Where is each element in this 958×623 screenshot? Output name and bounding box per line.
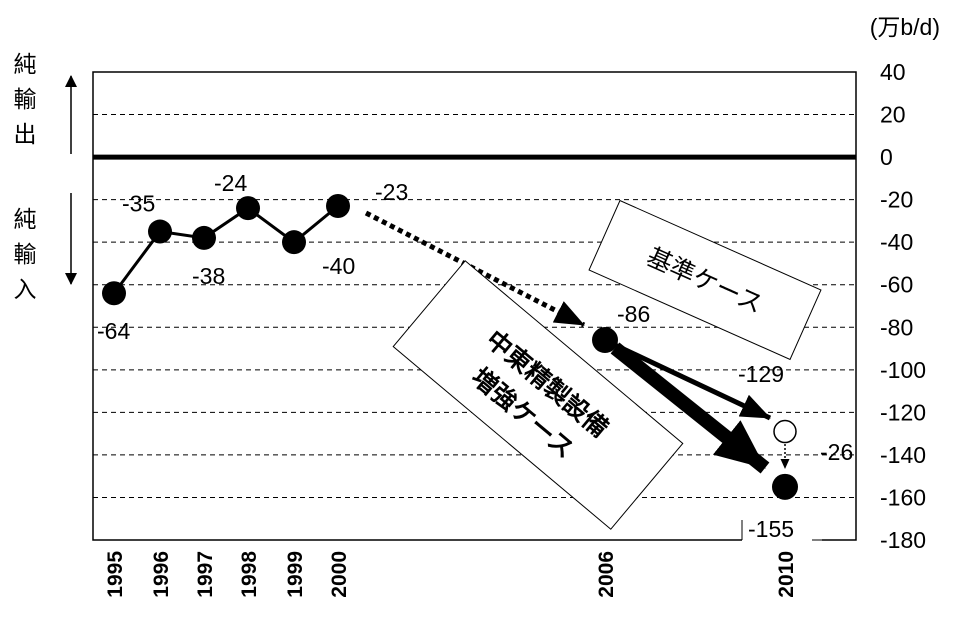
x-tick-label: 2000 <box>328 551 351 598</box>
data-point <box>326 194 350 219</box>
data-label: -40 <box>322 253 355 279</box>
data-label: -64 <box>97 318 130 344</box>
side-label-import-char: 純 <box>14 206 37 232</box>
data-point <box>192 225 216 250</box>
data-point <box>236 196 260 221</box>
side-label-export-char: 出 <box>14 121 37 147</box>
data-point <box>148 219 172 244</box>
side-label-export-char: 純 <box>14 51 37 77</box>
y-tick-label: -40 <box>880 229 913 255</box>
y-tick-label: 40 <box>880 59 906 85</box>
side-label-import-char: 入 <box>14 276 37 302</box>
y-tick-label: -20 <box>880 187 913 213</box>
y-tick-label: -60 <box>880 272 913 298</box>
data-label: -129 <box>738 361 784 387</box>
side-label-export-char: 輸 <box>14 86 37 112</box>
data-label: -86 <box>617 301 650 327</box>
series-line-historical <box>112 204 339 295</box>
y-tick-label: 20 <box>880 102 906 128</box>
data-label: -23 <box>375 179 408 205</box>
data-label: -155 <box>748 516 794 542</box>
annotation-label: -26 <box>820 439 853 465</box>
y-tick-label: -180 <box>880 527 926 553</box>
enhanced-case-arrow <box>610 342 770 474</box>
data-label: -38 <box>192 263 225 289</box>
x-tick-label: 1996 <box>150 551 173 598</box>
base-case-box: 基準ケース <box>588 199 822 361</box>
x-tick-label: 1997 <box>194 551 217 598</box>
data-point-open <box>773 419 797 444</box>
data-label: -35 <box>122 191 155 217</box>
y-tick-label: -140 <box>880 442 926 468</box>
data-point <box>772 473 798 500</box>
label-bg <box>742 518 822 548</box>
data-label: -24 <box>214 170 247 196</box>
y-tick-label: -80 <box>880 314 913 340</box>
plot-frame <box>92 71 857 541</box>
y-tick-label: -100 <box>880 357 926 383</box>
data-point <box>282 230 306 255</box>
y-tick-label: -120 <box>880 399 926 425</box>
data-point <box>592 327 618 354</box>
y-tick-label: -160 <box>880 484 926 510</box>
base-case-arrow <box>613 342 772 421</box>
data-point <box>102 281 126 306</box>
case-box-frame <box>588 199 822 361</box>
case-box-frame <box>392 260 684 530</box>
x-tick-label: 1999 <box>284 551 307 598</box>
x-tick-label: 1998 <box>238 551 261 598</box>
x-tick-label: 2010 <box>775 551 798 598</box>
x-tick-label: 1995 <box>104 551 127 598</box>
y-unit-label: (万b/d) <box>870 14 940 40</box>
x-tick-label: 2006 <box>595 551 618 598</box>
side-label-import-char: 輸 <box>14 241 37 267</box>
projection-dotted-arrow <box>364 210 586 328</box>
chart-texts: 40 20 0 -20 -40 -60 -80 -100 -120 -140 -160 -180 (万b… <box>14 14 941 598</box>
y-tick-label: 0 <box>880 144 893 170</box>
